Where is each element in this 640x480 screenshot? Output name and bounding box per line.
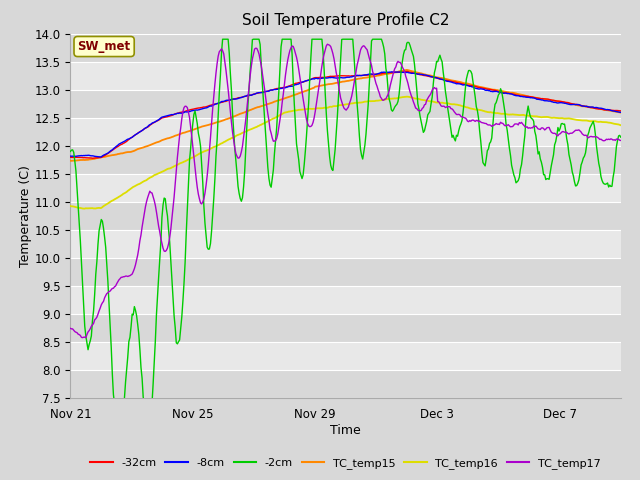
Bar [70, 146, 621, 174]
Text: SW_met: SW_met [77, 40, 131, 53]
Bar [70, 174, 621, 202]
Y-axis label: Temperature (C): Temperature (C) [19, 165, 32, 267]
Bar [70, 258, 621, 286]
Bar [70, 342, 621, 371]
Bar [70, 286, 621, 314]
Bar [70, 34, 621, 61]
Bar [70, 371, 621, 398]
Title: Soil Temperature Profile C2: Soil Temperature Profile C2 [242, 13, 449, 28]
Bar [70, 314, 621, 342]
Legend: -32cm, -8cm, -2cm, TC_temp15, TC_temp16, TC_temp17: -32cm, -8cm, -2cm, TC_temp15, TC_temp16,… [86, 453, 605, 473]
Bar [70, 90, 621, 118]
X-axis label: Time: Time [330, 424, 361, 437]
Bar [70, 230, 621, 258]
Bar [70, 61, 621, 90]
Bar [70, 202, 621, 230]
Bar [70, 118, 621, 146]
